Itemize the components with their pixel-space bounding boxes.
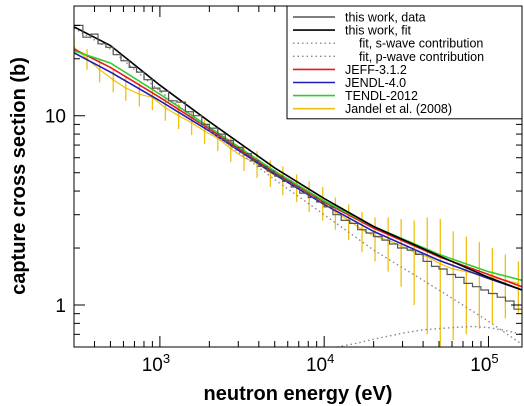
y-tick-label: 1 xyxy=(55,296,66,317)
series-layer xyxy=(74,24,522,347)
fit-p-wave-contribution-series xyxy=(337,325,522,347)
legend-label-jandel-et-al-2008: Jandel et al. (2008) xyxy=(345,102,452,116)
x-tick-label: 105 xyxy=(470,351,498,376)
legend-label-tendl-2012: TENDL-2012 xyxy=(345,89,418,103)
axis-tick-labels: 103 104 105 1 10 xyxy=(45,107,499,376)
tendl-2012-series xyxy=(74,50,522,282)
x-tick-label-exponent: 5 xyxy=(491,351,498,366)
this-work-fit-series xyxy=(74,26,522,291)
legend-label-this-work-data: this work, data xyxy=(345,11,426,25)
legend-label-jeff-3-1-2: JEFF-3.1.2 xyxy=(345,63,407,77)
y-tick-label: 10 xyxy=(45,107,66,128)
legend-label-jendl-4-0: JENDL-4.0 xyxy=(345,76,406,90)
y-axis-title: capture cross section (b) xyxy=(8,57,30,295)
x-tick-label: 104 xyxy=(306,351,334,376)
legend-label-fit-s-wave-contribution: fit, s-wave contribution xyxy=(359,37,483,51)
x-tick-label-exponent: 3 xyxy=(163,351,170,366)
x-axis-title: neutron energy (eV) xyxy=(204,383,393,405)
legend-box xyxy=(286,5,523,120)
x-tick-label-exponent: 4 xyxy=(327,351,334,366)
x-tick-label: 103 xyxy=(142,351,170,376)
legend-label-this-work-fit: this work, fit xyxy=(345,24,412,38)
legend-label-fit-p-wave-contribution: fit, p-wave contribution xyxy=(359,50,484,64)
this-work-data-series xyxy=(74,24,522,310)
